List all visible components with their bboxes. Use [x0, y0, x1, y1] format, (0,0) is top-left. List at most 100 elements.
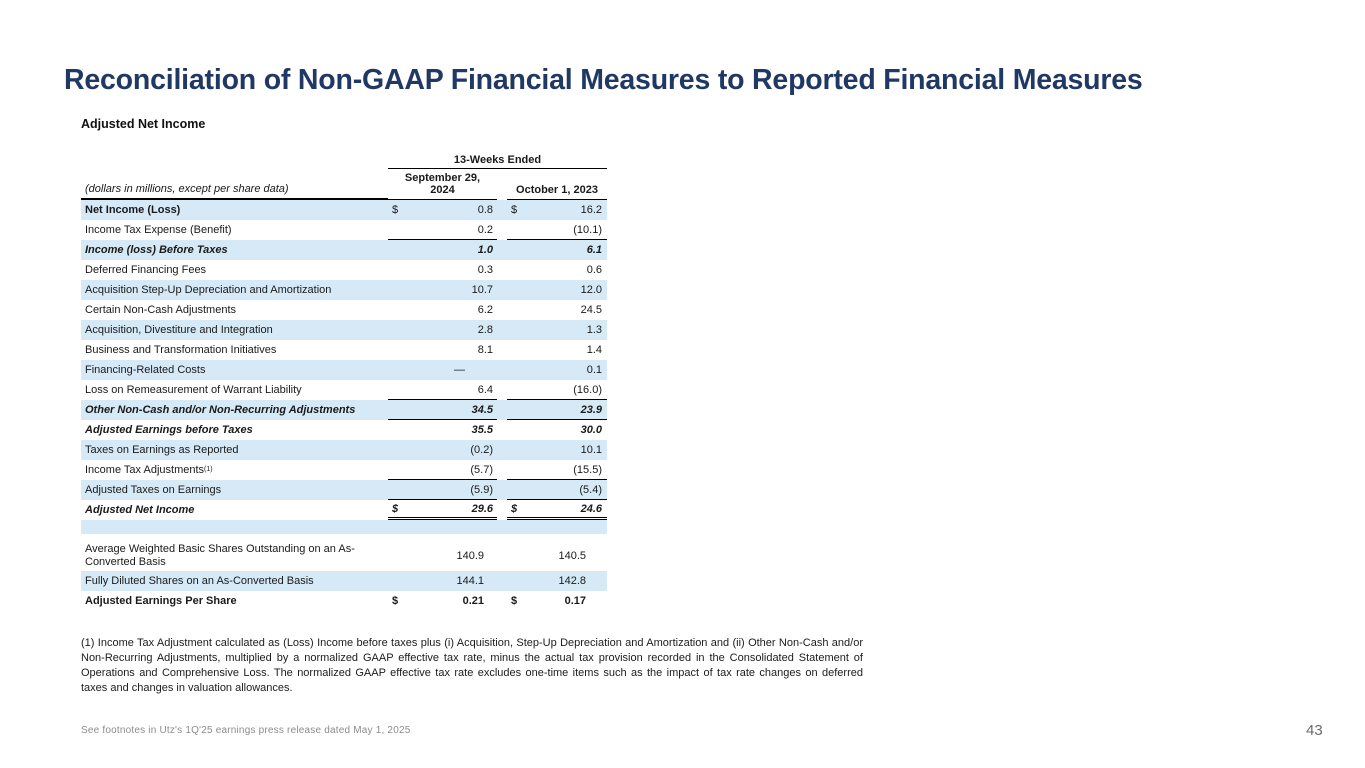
- value-oct-1-2023: (10.1): [507, 220, 607, 240]
- table-row: Adjusted Earnings before Taxes 35.5 30.0: [81, 420, 607, 440]
- table-row: Deferred Financing Fees 0.3 0.6: [81, 260, 607, 280]
- value-oct-1-2023: 142.8: [558, 575, 586, 587]
- page-title: Reconciliation of Non-GAAP Financial Mea…: [64, 64, 1143, 96]
- currency-symbol: $: [511, 595, 518, 607]
- value-sep-29-2024: $29.6: [388, 500, 497, 520]
- col-header-sep-29-2024: September 29, 2024: [388, 169, 497, 200]
- row-label-header: (dollars in millions, except per share d…: [81, 169, 388, 200]
- currency-symbol: $: [511, 502, 518, 515]
- value-sep-29-2024: 0.2: [388, 220, 497, 240]
- table-header-row: (dollars in millions, except per share d…: [81, 169, 607, 200]
- column-gap: [497, 340, 507, 360]
- table-title: Adjusted Net Income: [81, 117, 206, 131]
- value-oct-1-2023: 140.5: [558, 550, 586, 562]
- row-label: Loss on Remeasurement of Warrant Liabili…: [85, 383, 302, 396]
- value-sep-29-2024: 6.2: [477, 304, 493, 316]
- footer-note: See footnotes in Utz's 1Q'25 earnings pr…: [81, 725, 411, 736]
- row-label: Income Tax Adjustments (1): [85, 463, 213, 476]
- table-row: Income Tax Expense (Benefit) 0.2 (10.1): [81, 220, 607, 240]
- table-row: Adjusted Net Income $29.6 $24.6: [81, 500, 607, 520]
- column-gap: [497, 360, 507, 380]
- table-spacer-row: [81, 520, 607, 534]
- value-sep-29-2024: 2.8: [477, 324, 493, 336]
- table-row: Adjusted Taxes on Earnings (5.9) (5.4): [81, 480, 607, 500]
- value-sep-29-2024: —: [454, 364, 465, 376]
- value-oct-1-2023: 23.9: [507, 400, 607, 420]
- row-label: Net Income (Loss): [85, 203, 181, 216]
- row-label: Income Tax Expense (Benefit): [85, 223, 232, 236]
- value-sep-29-2024: 144.1: [456, 575, 484, 587]
- value-sep-29-2024: 34.5: [388, 400, 497, 420]
- row-label: Certain Non-Cash Adjustments: [85, 303, 237, 316]
- value-oct-1-2023: 0.1: [586, 364, 602, 376]
- column-gap: [497, 280, 507, 300]
- value-sep-29-2024: 35.5: [471, 424, 493, 436]
- row-label: Acquisition, Divestiture and Integration: [85, 323, 273, 336]
- value-oct-1-2023: $16.2: [511, 204, 602, 216]
- table-row: Loss on Remeasurement of Warrant Liabili…: [81, 380, 607, 400]
- table-row: Business and Transformation Initiatives 8…: [81, 340, 607, 360]
- value-sep-29-2024: 1.0: [477, 244, 493, 256]
- column-gap: [497, 480, 507, 500]
- table-row: Fully Diluted Shares on an As-Converted …: [81, 571, 607, 591]
- value-sep-29-2024: $0.8: [392, 204, 493, 216]
- value-sep-29-2024: $0.21: [392, 595, 484, 607]
- row-label: Other Non-Cash and/or Non-Recurring Adju…: [85, 403, 356, 416]
- value-sep-29-2024: (0.2): [470, 444, 493, 456]
- column-gap: [497, 220, 507, 240]
- column-gap: [497, 300, 507, 320]
- currency-symbol: $: [392, 595, 399, 607]
- table-row: Income Tax Adjustments (1) (5.7) (15.5): [81, 460, 607, 480]
- row-label: Income (loss) Before Taxes: [85, 243, 228, 256]
- table-body: Net Income (Loss) $0.8 $16.2 Income Tax Exp…: [81, 200, 607, 611]
- value-oct-1-2023: 1.4: [586, 344, 602, 356]
- value-oct-1-2023: 12.0: [580, 284, 602, 296]
- currency-symbol: $: [511, 204, 518, 216]
- column-gap: [497, 571, 507, 591]
- row-label: Financing-Related Costs: [85, 363, 206, 376]
- page-number: 43: [1306, 722, 1323, 739]
- value-oct-1-2023: 10.1: [580, 444, 602, 456]
- value-sep-29-2024: 0.3: [477, 264, 493, 276]
- column-gap: [497, 420, 507, 440]
- empty-cell: [81, 150, 388, 169]
- value-oct-1-2023: 1.3: [586, 324, 602, 336]
- value-sep-29-2024: 8.1: [477, 344, 493, 356]
- row-label: Adjusted Earnings Per Share: [85, 594, 237, 607]
- col-group-header: 13-Weeks Ended: [388, 150, 607, 169]
- table-row: Acquisition Step-Up Depreciation and Amo…: [81, 280, 607, 300]
- value-oct-1-2023: (5.4): [507, 480, 607, 500]
- row-label: Adjusted Earnings before Taxes: [85, 423, 253, 436]
- value-oct-1-2023: $0.17: [511, 595, 586, 607]
- row-label: Deferred Financing Fees: [85, 263, 207, 276]
- row-label: Business and Transformation Initiatives: [85, 343, 277, 356]
- column-gap: [497, 500, 507, 520]
- value-oct-1-2023: 0.6: [586, 264, 602, 276]
- value-oct-1-2023: (16.0): [507, 380, 607, 400]
- value-oct-1-2023: $24.6: [507, 500, 607, 520]
- table-row: Financing-Related Costs — 0.1: [81, 360, 607, 380]
- table-row: Net Income (Loss) $0.8 $16.2: [81, 200, 607, 220]
- column-gap: [497, 200, 507, 220]
- value-sep-29-2024: 6.4: [388, 380, 497, 400]
- currency-symbol: $: [392, 502, 399, 515]
- column-gap: [497, 400, 507, 420]
- table-row: Adjusted Earnings Per Share $0.21 $0.17: [81, 591, 607, 611]
- table-row: Certain Non-Cash Adjustments 6.2 24.5: [81, 300, 607, 320]
- table-row: Average Weighted Basic Shares Outstandin…: [81, 541, 607, 571]
- value-oct-1-2023: 30.0: [580, 424, 602, 436]
- column-gap: [497, 460, 507, 480]
- row-label: Taxes on Earnings as Reported: [85, 443, 239, 456]
- table-group-header-row: 13-Weeks Ended: [81, 150, 607, 169]
- adjusted-net-income-table: 13-Weeks Ended (dollars in millions, exc…: [81, 150, 607, 611]
- row-label: Average Weighted Basic Shares Outstandin…: [85, 543, 355, 568]
- column-gap: [497, 380, 507, 400]
- column-gap: [497, 541, 507, 571]
- value-sep-29-2024: (5.7): [388, 460, 497, 480]
- column-gap: [497, 440, 507, 460]
- column-gap: [497, 240, 507, 260]
- column-gap: [497, 260, 507, 280]
- row-label: Adjusted Taxes on Earnings: [85, 483, 222, 496]
- col-header-oct-1-2023: October 1, 2023: [507, 169, 607, 200]
